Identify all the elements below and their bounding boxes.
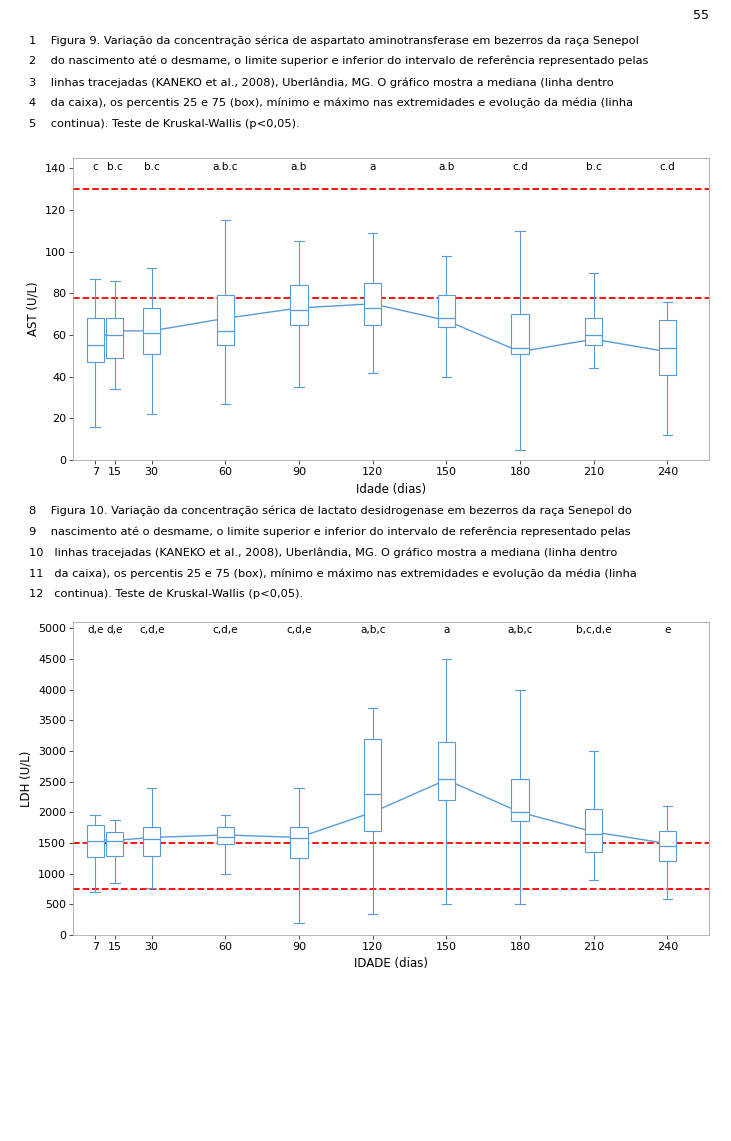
Text: 9    nascimento até o desmame, o limite superior e inferior do intervalo de refe: 9 nascimento até o desmame, o limite sup… [29, 526, 631, 536]
Text: b.c: b.c [144, 162, 159, 172]
Text: 1    Figura 9. Variação da concentração sérica de aspartato aminotransferase em : 1 Figura 9. Variação da concentração sér… [29, 35, 639, 46]
Bar [217, 827, 234, 843]
Text: a: a [443, 625, 450, 636]
Bar [143, 308, 160, 354]
Text: c,d,e: c,d,e [139, 625, 164, 636]
Text: a,b,c: a,b,c [360, 625, 385, 636]
Y-axis label: LDH (U/L): LDH (U/L) [20, 751, 32, 807]
Text: 2    do nascimento até o desmame, o limite superior e inferior do intervalo de r: 2 do nascimento até o desmame, o limite … [29, 56, 648, 66]
Bar [438, 296, 455, 326]
Bar [143, 827, 160, 856]
Bar [217, 296, 234, 346]
Text: a.b.c: a.b.c [213, 162, 238, 172]
Bar [290, 827, 308, 858]
X-axis label: Idade (dias): Idade (dias) [356, 483, 426, 495]
Text: b.c: b.c [107, 162, 123, 172]
Bar [106, 832, 124, 857]
Bar [106, 318, 124, 358]
Bar [438, 742, 455, 800]
X-axis label: IDADE (dias): IDADE (dias) [354, 957, 428, 971]
Text: c,d,e: c,d,e [213, 625, 238, 636]
Bar [585, 809, 602, 852]
Text: a,b,c: a,b,c [507, 625, 533, 636]
Text: d,e: d,e [87, 625, 103, 636]
Bar [364, 283, 382, 325]
Bar [512, 778, 529, 822]
Text: 5    continua). Teste de Kruskal-Wallis (p<0,05).: 5 continua). Teste de Kruskal-Wallis (p<… [29, 119, 300, 129]
Bar [512, 314, 529, 354]
Y-axis label: AST (U/L): AST (U/L) [26, 282, 39, 337]
Text: a.b: a.b [438, 162, 455, 172]
Text: 11   da caixa), os percentis 25 e 75 (box), mínimo e máximo nas extremidades e e: 11 da caixa), os percentis 25 e 75 (box)… [29, 568, 637, 578]
Text: 8    Figura 10. Variação da concentração sérica de lactato desidrogenase em beze: 8 Figura 10. Variação da concentração sé… [29, 505, 632, 516]
Bar [290, 285, 308, 325]
Bar [659, 831, 676, 861]
Bar [659, 321, 676, 374]
Text: a.b: a.b [291, 162, 307, 172]
Text: c,d,e: c,d,e [287, 625, 311, 636]
Text: 10   linhas tracejadas (KANEKO et al., 2008), Uberlândia, MG. O gráfico mostra a: 10 linhas tracejadas (KANEKO et al., 200… [29, 547, 618, 558]
Text: 55: 55 [693, 9, 709, 22]
Text: b,c,d,e: b,c,d,e [576, 625, 611, 636]
Bar [86, 318, 104, 362]
Text: c: c [92, 162, 98, 172]
Text: d,e: d,e [107, 625, 123, 636]
Text: 3    linhas tracejadas (KANEKO et al., 2008), Uberlândia, MG. O gráfico mostra a: 3 linhas tracejadas (KANEKO et al., 2008… [29, 76, 614, 88]
Text: 4    da caixa), os percentis 25 e 75 (box), mínimo e máximo nas extremidades e e: 4 da caixa), os percentis 25 e 75 (box),… [29, 98, 633, 108]
Text: b.c: b.c [586, 162, 602, 172]
Bar [86, 825, 104, 857]
Text: c.d: c.d [512, 162, 528, 172]
Text: 12   continua). Teste de Kruskal-Wallis (p<0,05).: 12 continua). Teste de Kruskal-Wallis (p… [29, 589, 303, 599]
Text: c.d: c.d [659, 162, 675, 172]
Text: e: e [664, 625, 670, 636]
Text: a: a [369, 162, 376, 172]
Bar [585, 318, 602, 346]
Bar [364, 738, 382, 831]
